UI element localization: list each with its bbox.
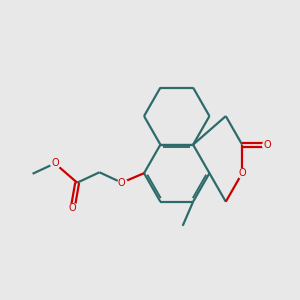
Text: O: O [264, 140, 271, 150]
Text: O: O [51, 158, 59, 168]
Text: O: O [238, 168, 246, 178]
Text: O: O [69, 203, 76, 213]
Text: O: O [118, 178, 126, 188]
